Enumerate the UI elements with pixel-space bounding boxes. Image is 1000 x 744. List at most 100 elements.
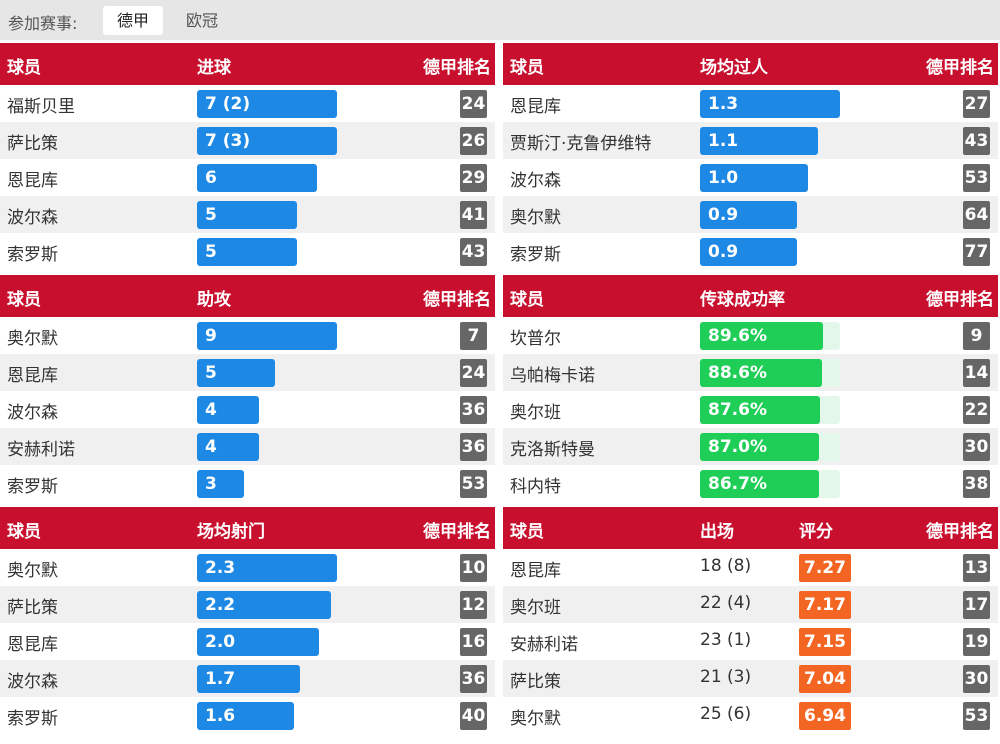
table-row[interactable]: 索罗斯 0.9 77: [503, 233, 998, 270]
player-name[interactable]: 萨比策: [510, 672, 561, 692]
table-row[interactable]: 恩昆库 5 24: [0, 354, 495, 391]
table-row[interactable]: 奥尔默 0.9 64: [503, 196, 998, 233]
table-header: 球员 助攻 德甲排名: [0, 275, 495, 317]
rating-badge: 7.04: [799, 665, 851, 693]
league-rank-badge: 14: [963, 359, 990, 387]
header-league-rank: 德甲排名: [423, 58, 491, 78]
table-row[interactable]: 波尔森 1.0 53: [503, 159, 998, 196]
player-name[interactable]: 乌帕梅卡诺: [510, 366, 595, 386]
player-name[interactable]: 恩昆库: [7, 171, 58, 191]
header-stat: 场均过人: [700, 58, 768, 78]
table-row[interactable]: 科内特 86.7% 38: [503, 465, 998, 502]
header-league-rank: 德甲排名: [423, 522, 491, 542]
player-name[interactable]: 科内特: [510, 477, 561, 497]
player-name[interactable]: 克洛斯特曼: [510, 440, 595, 460]
stat-bar: 86.7%: [700, 470, 819, 498]
league-rank-badge: 64: [963, 201, 990, 229]
tab-bundesliga[interactable]: 德甲: [103, 6, 164, 35]
appearances: 21 (3): [700, 667, 752, 687]
header-player: 球员: [7, 522, 41, 542]
player-name[interactable]: 波尔森: [7, 672, 58, 692]
table-row[interactable]: 索罗斯 3 53: [0, 465, 495, 502]
league-rank-badge: 22: [963, 396, 990, 424]
league-rank-badge: 19: [963, 628, 990, 656]
table-row[interactable]: 恩昆库 1.3 27: [503, 85, 998, 122]
table-row[interactable]: 索罗斯 5 43: [0, 233, 495, 270]
table-row[interactable]: 安赫利诺 23 (1) 7.15 19: [503, 623, 998, 660]
tab-champions-league[interactable]: 欧冠: [186, 11, 219, 30]
table-row[interactable]: 克洛斯特曼 87.0% 30: [503, 428, 998, 465]
player-name[interactable]: 奥尔默: [7, 329, 58, 349]
table-row[interactable]: 奥尔班 22 (4) 7.17 17: [503, 586, 998, 623]
assists-panel: 球员 助攻 德甲排名 奥尔默 9 7 恩昆库 5 24 波尔森 4 36 安赫利诺 4 36 索罗斯 3 53: [0, 275, 495, 502]
header-stat: 出场: [700, 522, 734, 542]
player-name[interactable]: 福斯贝里: [7, 97, 75, 117]
table-row[interactable]: 波尔森 4 36: [0, 391, 495, 428]
table-row[interactable]: 奥尔默 2.3 10: [0, 549, 495, 586]
header-league-rank: 德甲排名: [926, 522, 994, 542]
table-row[interactable]: 乌帕梅卡诺 88.6% 14: [503, 354, 998, 391]
player-name[interactable]: 波尔森: [7, 403, 58, 423]
appearances: 18 (8): [700, 556, 752, 576]
rating-badge: 7.15: [799, 628, 851, 656]
player-name[interactable]: 奥尔班: [510, 403, 561, 423]
table-row[interactable]: 恩昆库 18 (8) 7.27 13: [503, 549, 998, 586]
stat-bar: 88.6%: [700, 359, 822, 387]
player-name[interactable]: 索罗斯: [7, 245, 58, 265]
player-name[interactable]: 索罗斯: [7, 709, 58, 729]
header-stat: 场均射门: [197, 522, 265, 542]
player-name[interactable]: 恩昆库: [510, 561, 561, 581]
table-row[interactable]: 萨比策 21 (3) 7.04 30: [503, 660, 998, 697]
table-row[interactable]: 波尔森 1.7 36: [0, 660, 495, 697]
table-row[interactable]: 坎普尔 89.6% 9: [503, 317, 998, 354]
table-row[interactable]: 恩昆库 2.0 16: [0, 623, 495, 660]
stat-bar: 87.0%: [700, 433, 819, 461]
league-rank-badge: 53: [963, 702, 990, 730]
table-row[interactable]: 安赫利诺 4 36: [0, 428, 495, 465]
player-name[interactable]: 波尔森: [510, 171, 561, 191]
table-header: 球员 场均过人 德甲排名: [503, 43, 998, 85]
league-rank-badge: 36: [460, 433, 487, 461]
league-rank-badge: 26: [460, 127, 487, 155]
table-row[interactable]: 索罗斯 1.6 40: [0, 697, 495, 734]
league-rank-badge: 41: [460, 201, 487, 229]
player-name[interactable]: 波尔森: [7, 208, 58, 228]
rating-panel: 球员 出场 评分 德甲排名 恩昆库 18 (8) 7.27 13 奥尔班 22 (4) 7.17 17…: [503, 507, 998, 734]
league-rank-badge: 24: [460, 90, 487, 118]
stat-bar: 7 (2): [197, 90, 337, 118]
league-rank-badge: 27: [963, 90, 990, 118]
player-name[interactable]: 坎普尔: [510, 329, 561, 349]
player-name[interactable]: 安赫利诺: [510, 635, 578, 655]
player-name[interactable]: 贾斯汀·克鲁伊维特: [510, 134, 652, 154]
table-row[interactable]: 奥尔默 9 7: [0, 317, 495, 354]
table-row[interactable]: 奥尔默 25 (6) 6.94 53: [503, 697, 998, 734]
appearances: 25 (6): [700, 704, 752, 724]
player-name[interactable]: 索罗斯: [7, 477, 58, 497]
player-name[interactable]: 奥尔默: [7, 561, 58, 581]
league-rank-badge: 53: [963, 164, 990, 192]
league-rank-badge: 29: [460, 164, 487, 192]
player-name[interactable]: 奥尔默: [510, 208, 561, 228]
table-row[interactable]: 波尔森 5 41: [0, 196, 495, 233]
stat-bar: 89.6%: [700, 322, 823, 350]
table-row[interactable]: 萨比策 7 (3) 26: [0, 122, 495, 159]
player-name[interactable]: 萨比策: [7, 134, 58, 154]
player-name[interactable]: 奥尔班: [510, 598, 561, 618]
player-name[interactable]: 安赫利诺: [7, 440, 75, 460]
player-name[interactable]: 恩昆库: [510, 97, 561, 117]
player-name[interactable]: 恩昆库: [7, 366, 58, 386]
player-name[interactable]: 恩昆库: [7, 635, 58, 655]
player-name[interactable]: 萨比策: [7, 598, 58, 618]
table-header: 球员 进球 德甲排名: [0, 43, 495, 85]
table-row[interactable]: 奥尔班 87.6% 22: [503, 391, 998, 428]
player-name[interactable]: 奥尔默: [510, 709, 561, 729]
table-row[interactable]: 福斯贝里 7 (2) 24: [0, 85, 495, 122]
table-row[interactable]: 贾斯汀·克鲁伊维特 1.1 43: [503, 122, 998, 159]
stat-bar: 2.0: [197, 628, 319, 656]
header-player: 球员: [510, 522, 544, 542]
table-row[interactable]: 恩昆库 6 29: [0, 159, 495, 196]
league-rank-badge: 13: [963, 554, 990, 582]
player-name[interactable]: 索罗斯: [510, 245, 561, 265]
table-row[interactable]: 萨比策 2.2 12: [0, 586, 495, 623]
table-header: 球员 出场 评分 德甲排名: [503, 507, 998, 549]
